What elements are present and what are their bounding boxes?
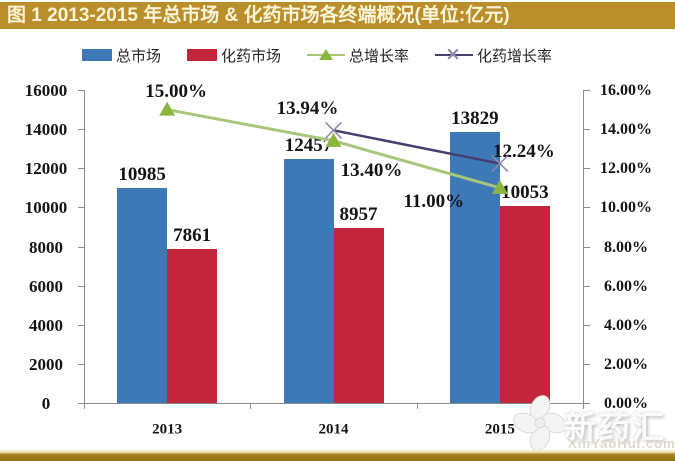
bar-total-2014 (283, 159, 334, 403)
chem-market-swatch (187, 49, 218, 61)
total-market-swatch (82, 49, 112, 61)
x-axis-tick (583, 403, 584, 409)
right-axis-tick-label: 0.00% (604, 395, 648, 412)
bottom-bar (0, 450, 675, 461)
watermark-text: 新药汇 (564, 409, 667, 445)
x-axis-tick (416, 403, 418, 409)
x-marker-icon: × (445, 43, 461, 65)
legend-item-chem-growth: × 化药增长率 (435, 43, 553, 66)
bar-value-label: 12457 (284, 135, 333, 157)
growth-rate-label: 15.00% (145, 80, 208, 102)
right-axis-tick (583, 129, 590, 131)
left-axis-tick (78, 285, 85, 287)
right-axis-tick-label: 12.00% (600, 160, 652, 178)
bar-value-label: 10053 (501, 182, 549, 204)
bar-chem-2014 (333, 227, 384, 403)
x-axis-category-label: 2015 (484, 421, 515, 438)
left-axis-tick (78, 403, 85, 404)
x-axis-category-label: 2014 (318, 421, 349, 438)
legend-line (435, 54, 474, 56)
right-axis-tick (583, 285, 590, 287)
right-axis-tick (583, 324, 590, 326)
x-axis-tick (84, 403, 85, 409)
triangle-marker-icon (319, 49, 334, 60)
bar-chem-2015 (499, 206, 550, 403)
bar-total-2013 (117, 188, 168, 403)
left-axis-tick-label: 4000 (29, 315, 63, 335)
x-axis-tick (250, 403, 252, 409)
legend-item-chem-market: 化药市场 (187, 45, 281, 66)
left-axis-tick-label: 16000 (24, 81, 68, 100)
left-axis-tick (78, 246, 85, 248)
left-axis-tick (78, 90, 85, 91)
right-axis-tick (583, 246, 590, 248)
growth-rate-label: 12.24% (492, 140, 555, 162)
left-axis-tick (78, 363, 85, 365)
right-axis-tick-label: 16.00% (600, 82, 652, 99)
chem-growth-line-marker: × (435, 43, 474, 65)
left-axis-tick-label: 10000 (24, 198, 68, 218)
left-axis-tick-label: 14000 (24, 120, 68, 140)
bar-value-label: 10985 (118, 164, 166, 186)
legend-label: 总增长率 (349, 47, 410, 65)
total-growth-line-marker (307, 47, 346, 63)
left-axis-tick (78, 324, 85, 326)
left-axis-tick (78, 168, 85, 170)
watermark-subtext: XinYaoHui.com (568, 436, 675, 451)
left-axis-tick (78, 129, 85, 131)
left-axis-tick (78, 207, 85, 209)
right-axis-tick-label: 14.00% (600, 121, 652, 139)
left-axis-tick-label: 6000 (29, 276, 63, 296)
right-axis-tick (583, 363, 590, 365)
right-axis-tick-label: 2.00% (604, 355, 648, 373)
figure-title: 图 1 2013-2015 年总市场 & 化药市场各终端概况(单位:亿元) (0, 2, 675, 29)
left-axis-tick-label: 0 (41, 394, 51, 413)
right-axis-tick-label: 4.00% (604, 316, 648, 334)
right-axis-tick-label: 6.00% (604, 277, 648, 295)
bar-value-label: 13829 (451, 108, 499, 130)
right-axis-tick (583, 168, 590, 170)
right-axis-tick (583, 403, 590, 404)
right-axis-tick-label: 8.00% (604, 238, 648, 256)
growth-rate-label: 13.40% (340, 159, 403, 181)
legend: 总市场 化药市场 总增长率 × 化药增长率 (82, 43, 553, 66)
growth-rate-label: 13.94% (276, 98, 339, 120)
growth-rate-label: 11.00% (403, 190, 465, 212)
bar-total-2015 (449, 132, 500, 403)
triangle-marker-icon (159, 101, 176, 116)
legend-label: 总市场 (116, 47, 162, 65)
bar-value-label: 8957 (339, 203, 378, 225)
x-axis-line (84, 403, 584, 404)
legend-label: 化药增长率 (477, 47, 553, 65)
left-axis-tick-label: 8000 (29, 237, 63, 257)
right-axis-tick-label: 10.00% (600, 199, 652, 217)
bar-chem-2013 (167, 249, 218, 403)
legend-item-total-market: 总市场 (82, 45, 161, 66)
bar-value-label: 7861 (173, 225, 212, 247)
watermark: 新药汇 XinYaoHui.com (512, 394, 675, 452)
legend-label: 化药市场 (221, 47, 282, 65)
right-axis-tick (583, 207, 590, 209)
legend-item-total-growth: 总增长率 (307, 45, 409, 66)
xinyaohui-logo-icon (513, 395, 567, 451)
right-axis-tick (583, 90, 590, 91)
left-axis-tick-label: 12000 (24, 159, 68, 179)
left-axis-tick-label: 2000 (29, 354, 63, 374)
x-axis-category-label: 2013 (152, 421, 183, 438)
